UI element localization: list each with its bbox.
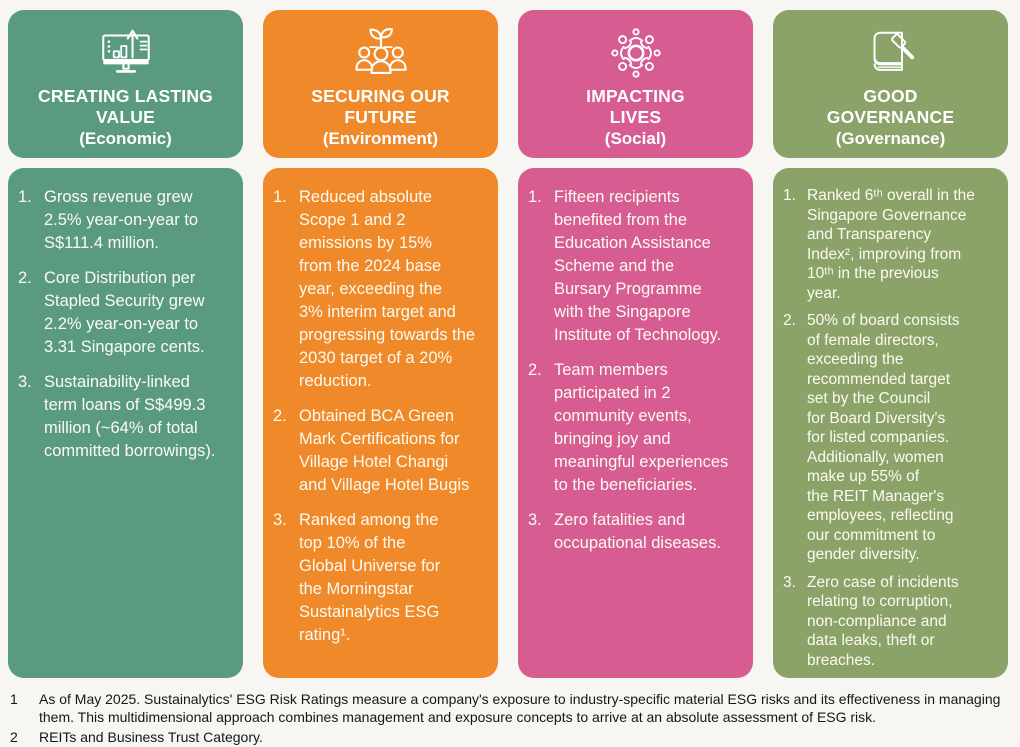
governance-header-card: GOOD GOVERNANCE (Governance) <box>773 10 1008 158</box>
footnote-text: As of May 2025. Sustainalytics' ESG Risk… <box>39 691 1001 725</box>
footnote-marker: 2 <box>10 729 18 745</box>
list-item-number: 2. <box>783 312 796 329</box>
list-item-text: Zero fatalities and occupational disease… <box>554 511 721 552</box>
economic-header-card: CREATING LASTING VALUE (Economic) <box>8 10 243 158</box>
list-item-text: Obtained BCA Green Mark Certifications f… <box>299 407 470 494</box>
footnotes: 1 As of May 2025. Sustainalytics' ESG Ri… <box>0 678 1020 747</box>
list-item-number: 2. <box>273 407 287 425</box>
list-item-number: 1. <box>528 188 542 206</box>
list-item: 2. Obtained BCA Green Mark Certification… <box>273 405 490 497</box>
social-body-card: 1. Fifteen recipients benefited from the… <box>518 168 753 678</box>
list-item-number: 2. <box>18 269 32 287</box>
list-item-number: 1. <box>273 188 287 206</box>
column-social: IMPACTING LIVES (Social) 1. Fifteen reci… <box>518 10 753 678</box>
list-item-number: 3. <box>528 511 542 529</box>
footnote-2: 2 REITs and Business Trust Category. <box>10 729 1012 747</box>
column-governance: GOOD GOVERNANCE (Governance) 1. Ranked 6… <box>773 10 1008 678</box>
economic-subtitle: (Economic) <box>79 129 172 148</box>
list-item: 2. Team members participated in 2 commun… <box>528 359 745 497</box>
chart-growth-monitor-icon <box>98 24 154 82</box>
pillar-columns: CREATING LASTING VALUE (Economic) 1. Gro… <box>8 10 1008 678</box>
social-subtitle: (Social) <box>604 129 667 148</box>
list-item-text: Zero case of incidents relating to corru… <box>807 573 959 669</box>
list-item: 2. Core Distribution per Stapled Securit… <box>18 267 235 359</box>
governance-subtitle: (Governance) <box>835 129 946 148</box>
list-item-number: 1. <box>18 188 32 206</box>
community-mandala-icon <box>609 24 663 82</box>
list-item-text: Reduced absolute Scope 1 and 2 emissions… <box>299 188 476 390</box>
list-item-number: 3. <box>783 573 796 591</box>
list-item: 2. 50% of board consists of female direc… <box>783 311 1000 565</box>
list-item: 1. Gross revenue grew 2.5% year-on-year … <box>18 186 235 255</box>
governance-body-card: 1. Ranked 6ᵗʰ overall in the Singapore G… <box>773 168 1008 678</box>
list-item: 1. Fifteen recipients benefited from the… <box>528 186 745 347</box>
list-item-number: 3. <box>18 373 32 391</box>
column-economic: CREATING LASTING VALUE (Economic) 1. Gro… <box>8 10 243 678</box>
environment-subtitle: (Environment) <box>322 129 439 148</box>
footnote-text: REITs and Business Trust Category. <box>39 729 263 745</box>
list-item-text: 50% of board consists of female director… <box>807 312 960 563</box>
economic-title: CREATING LASTING VALUE <box>38 86 213 127</box>
list-item-number: 2. <box>528 361 542 379</box>
footnote-1: 1 As of May 2025. Sustainalytics' ESG Ri… <box>10 691 1012 726</box>
list-item: 3. Zero fatalities and occupational dise… <box>528 509 745 555</box>
list-item-text: Fifteen recipients benefited from the Ed… <box>554 188 722 344</box>
list-item-text: Gross revenue grew 2.5% year-on-year to … <box>44 188 199 252</box>
book-gavel-icon <box>864 24 918 82</box>
governance-title: GOOD GOVERNANCE <box>826 86 955 127</box>
list-item-number: 1. <box>783 187 796 204</box>
environment-body-card: 1. Reduced absolute Scope 1 and 2 emissi… <box>263 168 498 678</box>
list-item-text: Sustainability-linked term loans of S$49… <box>44 373 216 460</box>
economic-body-card: 1. Gross revenue grew 2.5% year-on-year … <box>8 168 243 678</box>
list-item: 3. Zero case of incidents relating to co… <box>783 573 1000 671</box>
list-item: 3. Ranked among the top 10% of the Globa… <box>273 509 490 647</box>
social-header-card: IMPACTING LIVES (Social) <box>518 10 753 158</box>
list-item-text: Core Distribution per Stapled Security g… <box>44 269 205 356</box>
people-plant-icon <box>352 24 410 82</box>
list-item-text: Ranked 6ᵗʰ overall in the Singapore Gove… <box>807 187 975 302</box>
column-environment: SECURING OUR FUTURE (Environment) 1. Red… <box>263 10 498 678</box>
list-item-text: Team members participated in 2 community… <box>554 361 729 494</box>
environment-header-card: SECURING OUR FUTURE (Environment) <box>263 10 498 158</box>
environment-title: SECURING OUR FUTURE <box>311 86 450 127</box>
footnote-marker: 1 <box>10 691 18 707</box>
list-item: 3. Sustainability-linked term loans of S… <box>18 371 235 463</box>
list-item-text: Ranked among the top 10% of the Global U… <box>299 511 441 644</box>
list-item-number: 3. <box>273 511 287 529</box>
list-item: 1. Ranked 6ᵗʰ overall in the Singapore G… <box>783 186 1000 303</box>
social-title: IMPACTING LIVES <box>586 86 685 127</box>
list-item: 1. Reduced absolute Scope 1 and 2 emissi… <box>273 186 490 393</box>
